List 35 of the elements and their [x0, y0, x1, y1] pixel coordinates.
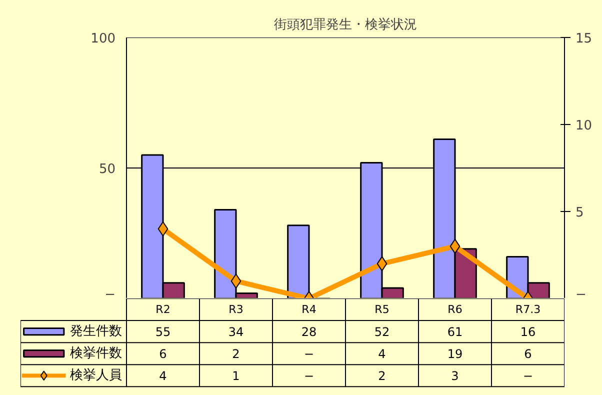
data-label: 61: [447, 325, 463, 340]
data-label: 3: [451, 369, 459, 384]
data-label: 6: [524, 347, 532, 362]
data-label: 19: [447, 347, 463, 362]
data-label: 34: [228, 325, 244, 340]
data-label: 1: [232, 369, 240, 384]
y2-tick-label: 5: [576, 206, 584, 220]
data-label: 55: [155, 325, 171, 340]
legend-label: 検挙件数: [70, 346, 122, 362]
data-label: −: [522, 369, 534, 384]
y2-tick-label: 10: [576, 118, 592, 134]
data-label: 16: [520, 325, 536, 340]
y-tick-label: 100: [90, 32, 116, 46]
data-label: 52: [374, 325, 390, 340]
x-tick-label: R3: [228, 303, 244, 316]
legend-label: 発生件数: [70, 324, 122, 340]
y-tick-label: −: [104, 288, 116, 302]
data-label: 28: [301, 325, 317, 340]
data-label: −: [304, 369, 314, 384]
chart-title: 街頭犯罪発生・検挙状況: [274, 18, 417, 32]
legend-label: 検挙人員: [70, 368, 122, 384]
text: −: [304, 347, 314, 362]
data-label: 4: [378, 347, 386, 362]
data-label: 2: [378, 369, 386, 384]
y-tick-label: 50: [98, 162, 116, 177]
y2-tick-label: −: [576, 288, 586, 302]
data-label: 2: [232, 347, 240, 362]
data-label: 6: [159, 347, 167, 362]
x-tick-label: R5: [374, 303, 390, 316]
x-tick-label: R7.3: [515, 303, 541, 316]
x-tick-label: R2: [156, 303, 170, 316]
x-tick-label: R6: [448, 303, 462, 316]
data-label: 4: [159, 369, 167, 384]
y2-tick-label: 15: [576, 32, 592, 46]
x-tick-label: R4: [302, 303, 316, 316]
